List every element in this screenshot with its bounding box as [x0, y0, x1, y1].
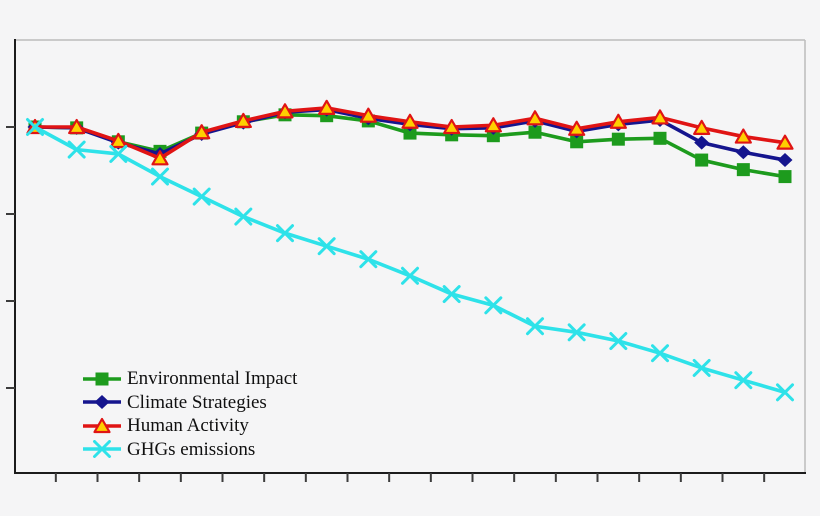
marker-triangle [776, 134, 794, 150]
legend-label: Environmental Impact [127, 368, 298, 389]
marker-triangle [484, 117, 502, 133]
marker-x [93, 440, 111, 459]
marker-triangle [151, 150, 169, 166]
marker-triangle [568, 120, 586, 136]
marker-x [692, 358, 711, 377]
marker-square [528, 125, 542, 139]
marker-x [109, 144, 128, 163]
chart-legend: Environmental Impact Climate Strategies … [82, 367, 297, 461]
marker-square [95, 372, 109, 386]
marker-triangle [109, 132, 127, 149]
marker-x [734, 371, 753, 390]
marker-triangle [651, 109, 669, 125]
marker-x [484, 296, 503, 315]
legend-label: Human Activity [127, 415, 249, 436]
marker-x [776, 383, 794, 402]
marker-diamond [694, 135, 710, 150]
marker-x [526, 317, 544, 336]
marker-square [736, 163, 750, 177]
legend-key-climate-strategies [83, 395, 121, 410]
marker-triangle [234, 112, 252, 129]
marker-triangle [193, 124, 211, 140]
marker-triangle [318, 99, 336, 115]
marker-x [151, 167, 169, 186]
marker-x [317, 237, 336, 256]
marker-x [651, 344, 669, 363]
marker-x [276, 224, 294, 243]
marker-triangle [93, 417, 111, 433]
legend-label: Climate Strategies [127, 391, 267, 413]
marker-square [570, 135, 584, 149]
marker-square [611, 132, 625, 146]
marker-x [401, 266, 419, 285]
marker-triangle [68, 118, 86, 135]
legend-item-climate-strategies: Climate Strategies [82, 391, 297, 415]
marker-square [695, 153, 709, 167]
marker-x [26, 118, 44, 136]
marker-square [403, 126, 417, 140]
legend-key-ghgs-emissions [83, 440, 121, 459]
marker-x [67, 140, 86, 159]
legend-item-ghgs-emissions: GHGs emissions [82, 438, 297, 462]
marker-triangle [734, 128, 752, 144]
legend-item-human-activity: Human Activity [82, 414, 297, 438]
legend-item-environmental-impact: Environmental Impact [82, 367, 297, 391]
legend-key-environmental-impact [83, 372, 121, 386]
legend-key-human-activity [83, 417, 121, 433]
marker-x [609, 332, 628, 351]
marker-triangle [276, 103, 294, 119]
marker-square [486, 129, 500, 143]
marker-x [567, 323, 586, 342]
marker-x [359, 250, 378, 269]
marker-square [653, 131, 667, 145]
marker-triangle [359, 107, 377, 123]
marker-triangle [693, 119, 711, 135]
marker-triangle [401, 113, 419, 129]
marker-triangle [526, 110, 544, 126]
marker-x [442, 285, 461, 304]
series-ghgs-emissions [26, 118, 794, 402]
legend-label: GHGs emissions [127, 438, 256, 460]
marker-triangle [609, 113, 627, 129]
marker-x [192, 187, 211, 206]
marker-diamond [777, 153, 793, 168]
marker-square [778, 170, 792, 184]
marker-diamond [94, 395, 110, 410]
marker-diamond [735, 145, 751, 160]
marker-triangle [443, 118, 461, 135]
marker-x [234, 207, 253, 226]
